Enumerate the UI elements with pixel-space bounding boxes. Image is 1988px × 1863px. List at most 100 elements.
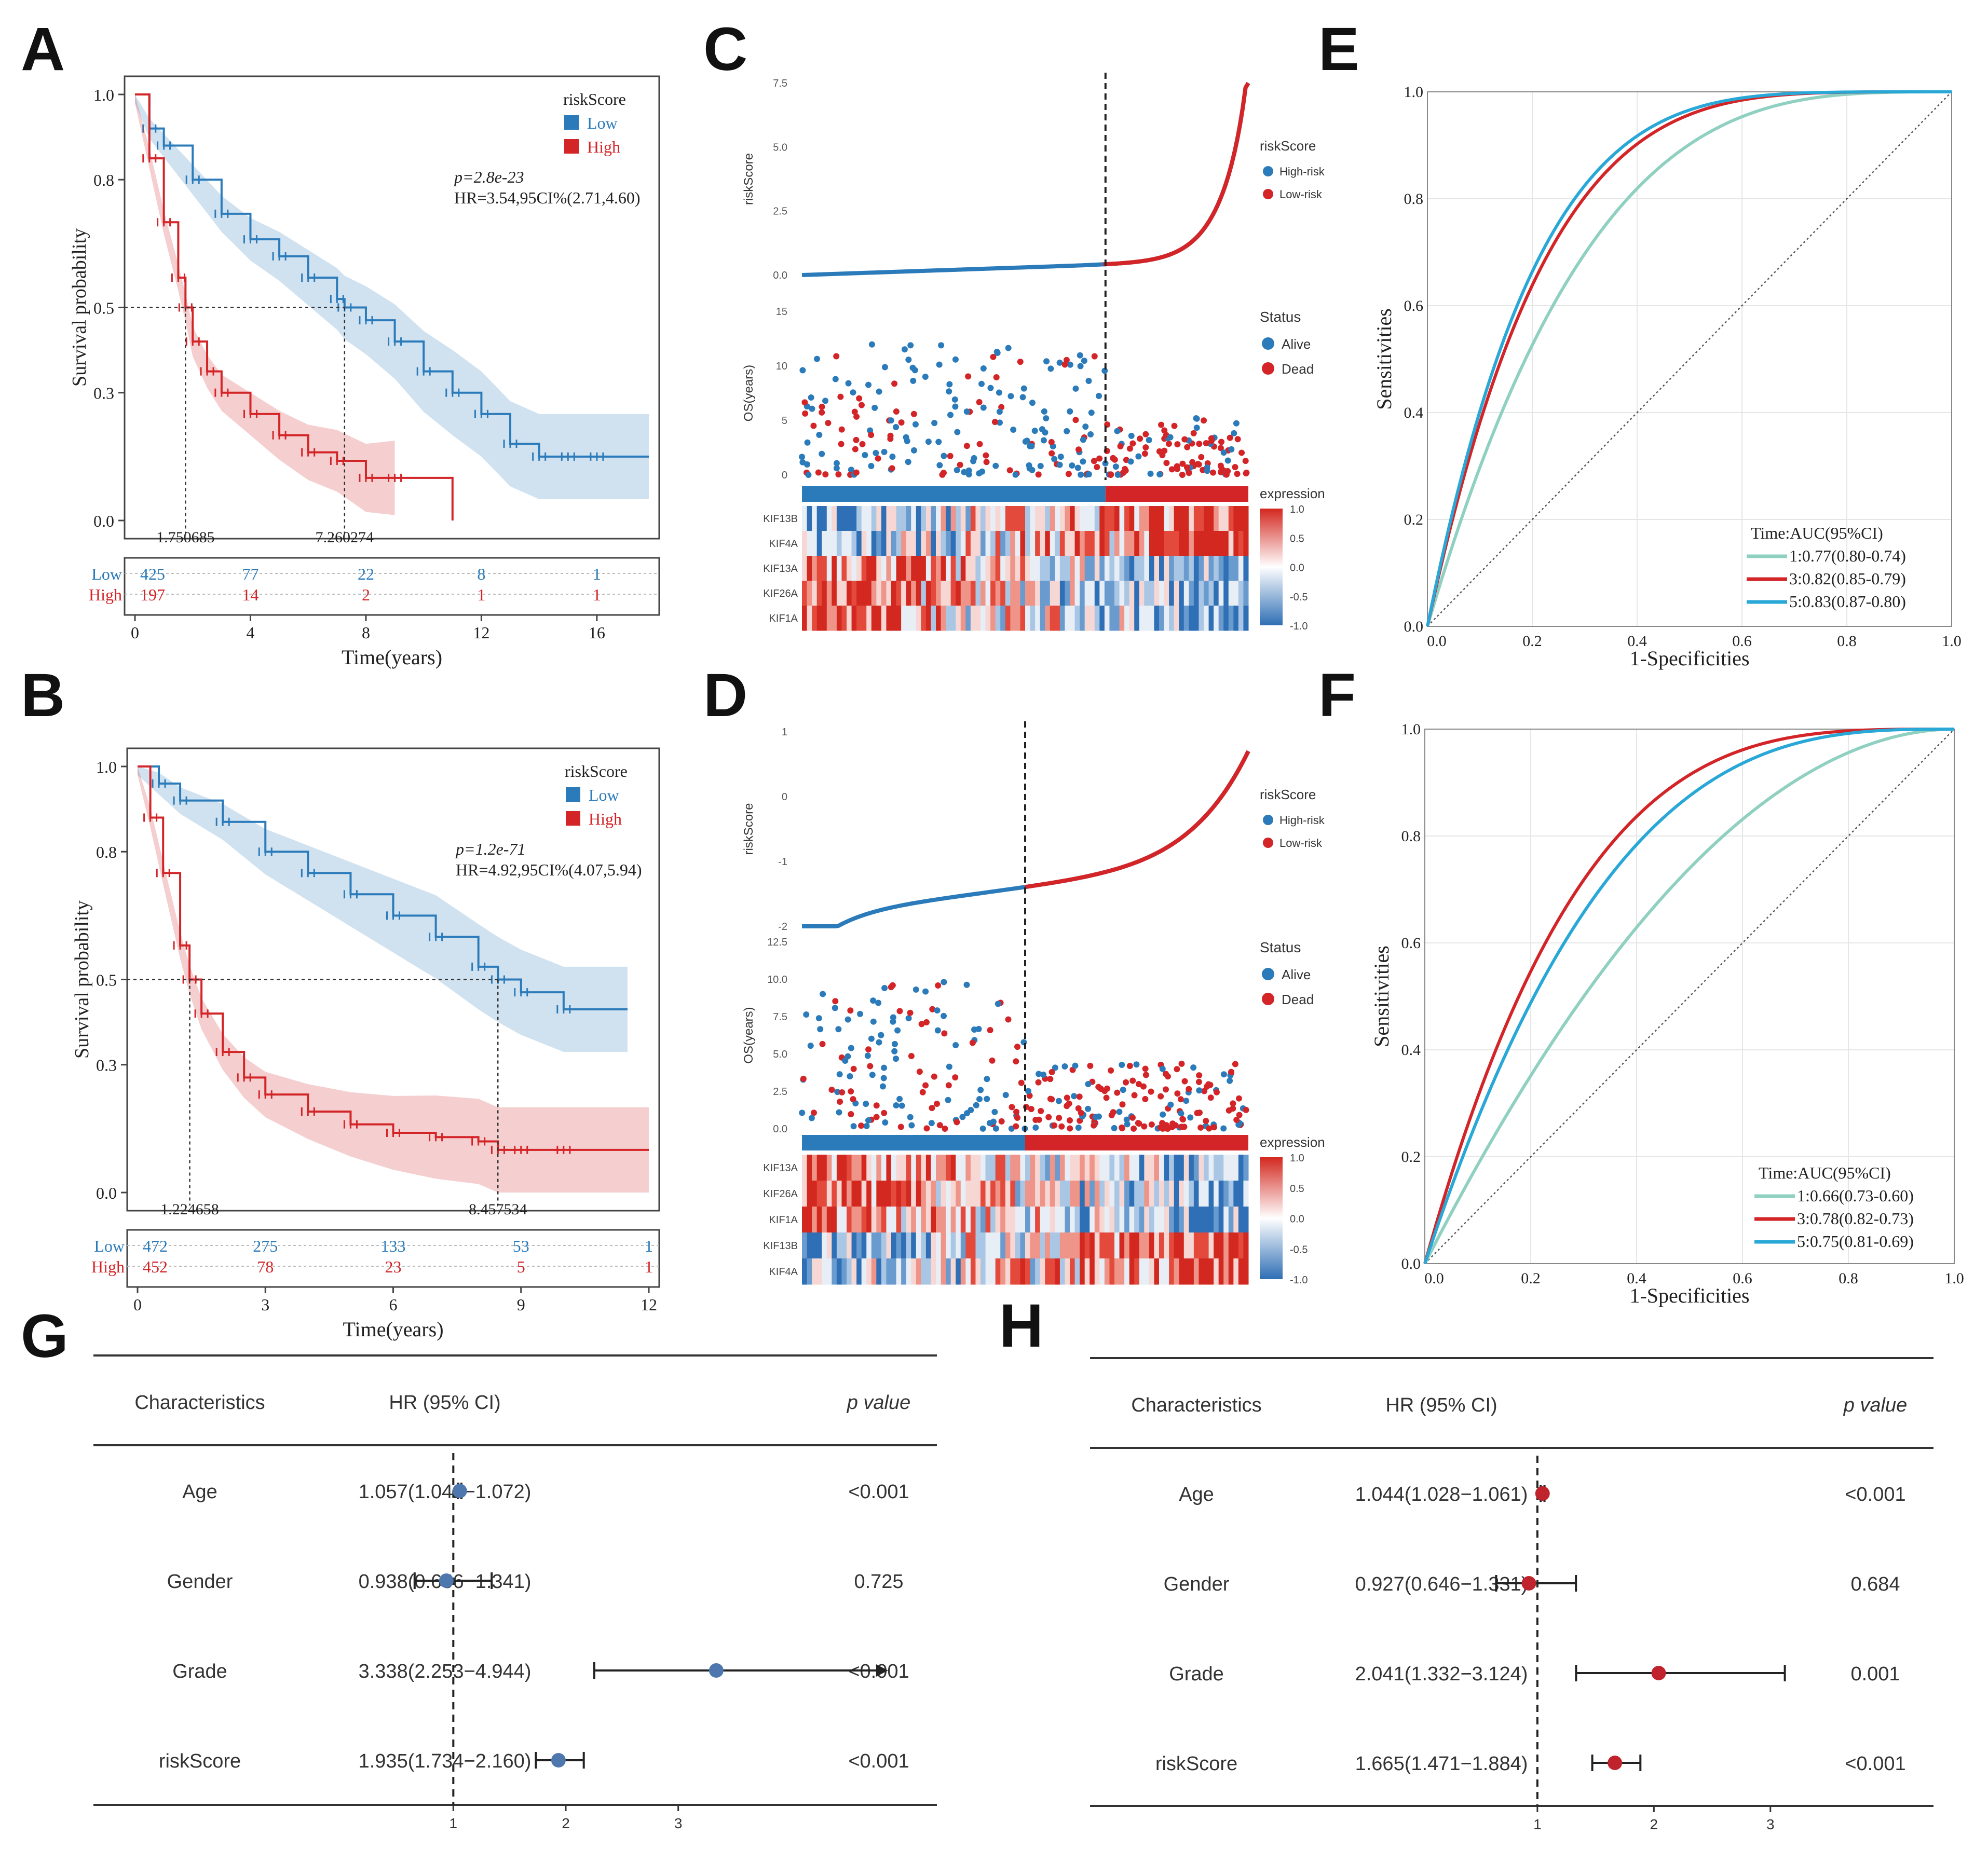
- alive-point: [807, 1043, 814, 1049]
- heatmap-cell: [1000, 581, 1006, 606]
- dead-point: [1214, 1089, 1220, 1095]
- heatmap-cell: [1183, 1181, 1189, 1207]
- alive-point: [893, 423, 900, 430]
- heatmap-cell: [1214, 1258, 1219, 1285]
- dead-point: [847, 1007, 854, 1014]
- heatmap-cell: [1074, 606, 1080, 631]
- ci-arrow: [876, 1664, 888, 1677]
- heatmap-cell: [1208, 556, 1214, 581]
- dead-point: [1103, 1094, 1110, 1101]
- dead-point: [1179, 471, 1186, 478]
- heatmap-cell: [1134, 606, 1140, 631]
- x-tick-label: 4: [246, 623, 254, 642]
- alive-point: [1220, 1125, 1227, 1132]
- alive-point: [928, 1120, 935, 1127]
- median-label: 1.224658: [160, 1201, 219, 1218]
- heatmap-cell: [995, 556, 1001, 581]
- heatmap-cell: [1233, 1181, 1239, 1207]
- heatmap-cell: [950, 556, 956, 581]
- alive-point: [816, 431, 823, 438]
- alive-point: [881, 364, 888, 371]
- alive-point: [946, 1063, 952, 1070]
- heatmap-cell: [911, 556, 917, 581]
- heatmap-cell: [871, 1155, 877, 1181]
- heatmap-cell: [1154, 1258, 1160, 1285]
- heatmap-cell: [826, 606, 832, 631]
- heatmap-cell: [1169, 1232, 1175, 1259]
- dead-point: [1186, 470, 1192, 476]
- heatmap-cell: [985, 1207, 991, 1233]
- heatmap-cell: [965, 556, 971, 581]
- heatmap-cell: [866, 506, 872, 531]
- risk-plot-c: 0.02.55.07.5riskScore051015OS(years)KIF1…: [742, 73, 1325, 632]
- dead-point: [1178, 1060, 1185, 1067]
- alive-point: [1085, 1105, 1092, 1112]
- heatmap-cell: [911, 531, 917, 556]
- heatmap-cell: [1129, 556, 1135, 581]
- hr-point: [1521, 1576, 1536, 1591]
- heatmap-cell: [1233, 556, 1239, 581]
- heatmap-cell: [1104, 1181, 1110, 1207]
- heatmap-cell: [936, 1155, 942, 1181]
- dead-point: [893, 408, 900, 415]
- dead-point: [853, 436, 860, 443]
- gene-label: KIF4A: [769, 538, 798, 550]
- heatmap-cell: [1015, 1181, 1020, 1207]
- alive-point: [856, 1010, 863, 1017]
- heatmap-cell: [1094, 1232, 1100, 1259]
- heatmap-cell: [1070, 506, 1075, 531]
- roc-curve-1: [1423, 728, 1955, 1265]
- dead-point: [1131, 1125, 1137, 1132]
- alive-point: [1040, 1071, 1047, 1078]
- dead-point: [867, 1063, 874, 1070]
- alive-point: [907, 1114, 914, 1120]
- alive-point: [880, 1075, 887, 1081]
- risk-count: 8: [477, 565, 485, 583]
- heatmap-cell: [856, 606, 862, 631]
- heatmap-cell: [925, 556, 931, 581]
- heatmap-cell: [847, 1258, 852, 1285]
- heatmap-cell: [901, 1207, 907, 1233]
- dead-point: [1184, 444, 1191, 450]
- alive-point: [934, 1007, 941, 1014]
- heatmap-cell: [1223, 581, 1229, 606]
- alive-point: [891, 1040, 898, 1047]
- heatmap-cell: [871, 581, 877, 606]
- heatmap-cell: [1090, 1207, 1095, 1233]
- dead-point: [1129, 1077, 1136, 1084]
- y-tick-label: 0.0: [1401, 1255, 1421, 1272]
- header-hr: HR (95% CI): [1385, 1394, 1497, 1416]
- heatmap-cell: [990, 606, 996, 631]
- header-hr: HR (95% CI): [389, 1392, 500, 1414]
- dead-point: [945, 1082, 952, 1089]
- heatmap-cell: [1119, 1207, 1125, 1233]
- heatmap-cell: [816, 531, 822, 556]
- alive-point: [799, 1109, 806, 1116]
- heatmap-cell: [1233, 506, 1239, 531]
- x-tick-label: 12: [473, 623, 489, 642]
- heatmap-cell: [1020, 556, 1026, 581]
- heatmap-cell: [1179, 531, 1184, 556]
- heatmap-cell: [1214, 581, 1219, 606]
- heatmap-cell: [802, 606, 808, 631]
- heatmap-cell: [1104, 531, 1110, 556]
- heatmap-cell: [1238, 1155, 1244, 1181]
- heatmap-cell: [876, 606, 882, 631]
- heatmap-cell: [1104, 1232, 1110, 1259]
- heatmap-cell: [946, 1232, 951, 1259]
- dead-point: [991, 419, 998, 426]
- heatmap-cell: [1238, 556, 1244, 581]
- dead-point: [1243, 469, 1250, 476]
- heatmap-cell: [1208, 1232, 1214, 1259]
- alive-point: [952, 356, 959, 363]
- heatmap-cell: [970, 1207, 976, 1233]
- heatmap-cell: [1218, 1207, 1224, 1233]
- row-name: Age: [1179, 1484, 1214, 1505]
- dead-point: [833, 353, 840, 360]
- dead-point: [1171, 422, 1178, 429]
- heatmap-cell: [1243, 556, 1249, 581]
- dead-point: [987, 1027, 993, 1034]
- heatmap-cell: [1040, 506, 1045, 531]
- heatmap-cell: [1204, 1258, 1209, 1285]
- heatmap-cell: [946, 1207, 951, 1233]
